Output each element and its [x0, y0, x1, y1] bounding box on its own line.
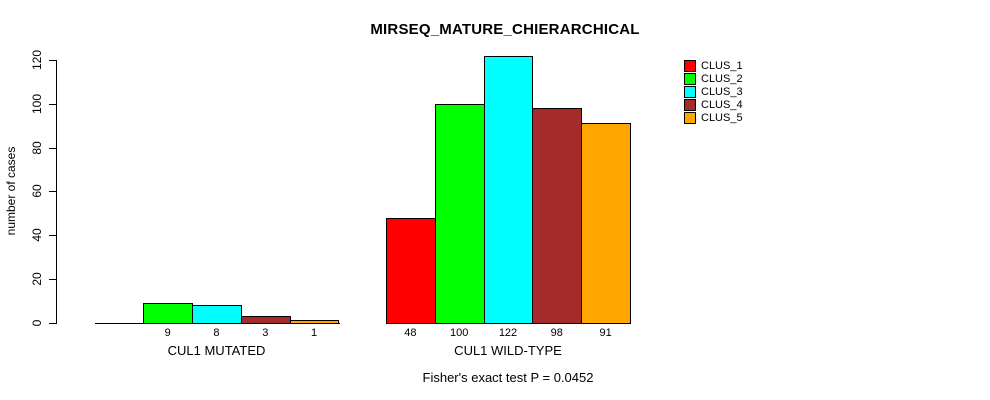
bar-value-label: 48	[404, 327, 417, 339]
y-axis-line	[56, 60, 57, 324]
x-category-label: CUL1 MUTATED	[167, 343, 266, 358]
y-tick	[49, 235, 56, 236]
legend-label: CLUS_1	[701, 60, 743, 72]
bar	[483, 55, 534, 324]
legend-label: CLUS_5	[701, 112, 743, 124]
y-tick	[49, 103, 56, 105]
y-axis-title: number of cases	[4, 146, 18, 236]
bar-value-label: 9	[164, 327, 171, 339]
bar-value-label: 91	[599, 327, 612, 339]
legend-label: CLUS_3	[701, 86, 743, 98]
y-tick	[49, 147, 56, 149]
bar	[240, 315, 291, 324]
y-tick-label: 80	[30, 140, 44, 155]
y-tick-label: 0	[30, 319, 44, 326]
legend-label: CLUS_4	[701, 99, 743, 111]
legend-item: CLUS_1	[684, 60, 759, 73]
legend-swatch	[684, 86, 696, 98]
bar-value-label: 1	[311, 327, 318, 339]
bar	[434, 103, 485, 324]
y-tick-label: 60	[30, 184, 44, 198]
y-tick	[49, 60, 56, 61]
legend-item: CLUS_3	[684, 86, 759, 99]
legend-swatch	[684, 112, 696, 124]
bar	[192, 305, 242, 324]
legend-item: CLUS_4	[684, 99, 759, 112]
chart-title: MIRSEQ_MATURE_CHIERARCHICAL	[370, 21, 640, 38]
y-tick-label: 40	[30, 228, 44, 242]
bar	[289, 320, 340, 324]
legend-label: CLUS_2	[701, 73, 743, 85]
bar	[532, 108, 583, 324]
y-tick	[49, 278, 56, 280]
y-tick-label: 20	[30, 272, 44, 286]
bar	[143, 302, 194, 324]
legend-item: CLUS_2	[684, 73, 759, 86]
bar	[386, 217, 436, 324]
legend-swatch	[684, 60, 696, 72]
annotation-text: Fisher's exact test P = 0.0452	[422, 370, 594, 385]
y-tick	[49, 191, 56, 193]
bar-value-label: 122	[498, 327, 518, 339]
bar-value-label: 3	[262, 327, 269, 339]
bar	[581, 123, 631, 324]
bar-value-label: 8	[213, 327, 220, 339]
y-tick-label: 100	[30, 93, 44, 114]
bar-value-label: 98	[550, 327, 563, 339]
y-tick-label: 120	[30, 49, 44, 71]
legend-swatch	[684, 73, 696, 85]
bar-value-label: 100	[450, 327, 469, 339]
legend-swatch	[684, 99, 696, 111]
x-category-label: CUL1 WILD-TYPE	[454, 343, 562, 358]
legend-item: CLUS_5	[684, 112, 759, 125]
y-tick	[49, 322, 56, 324]
